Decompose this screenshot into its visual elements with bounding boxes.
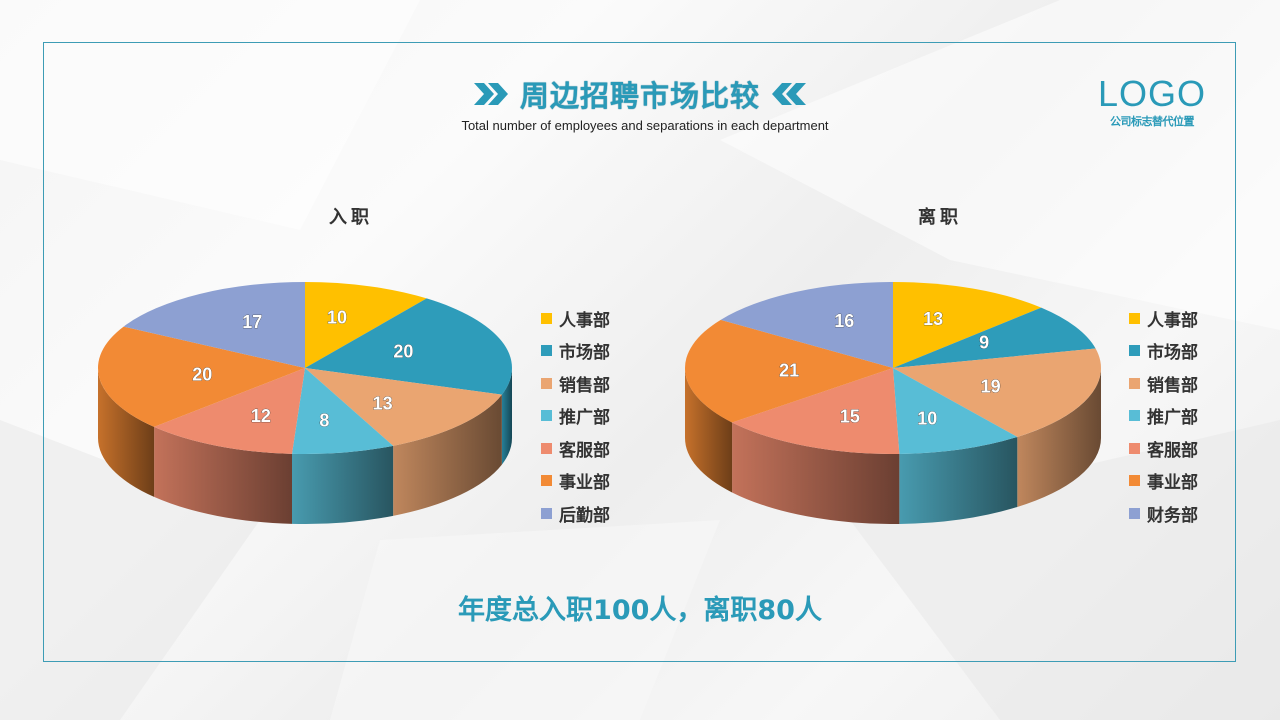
logo-text: LOGO <box>1098 73 1207 114</box>
pie-slice-label: 16 <box>834 311 854 331</box>
pie-slice[interactable] <box>893 348 1102 437</box>
legend-swatch <box>1129 507 1140 519</box>
pie-slice[interactable] <box>98 326 306 427</box>
summary-text: 年度总入职100人，离职80人 <box>458 595 822 626</box>
pie-slice-label: 8 <box>319 410 329 430</box>
pie-slice[interactable] <box>893 307 1096 368</box>
pie-slice[interactable] <box>292 368 394 454</box>
legend-label: 事业部 <box>559 473 610 494</box>
legend-label: 后勤部 <box>559 505 610 526</box>
legend-label: 客服部 <box>559 440 610 461</box>
pie-slice[interactable] <box>305 368 502 446</box>
logo-caption: 公司标志替代位置 <box>1110 115 1195 128</box>
legend-hire: 人事部市场部销售部推广部客服部事业部后勤部 <box>541 302 610 530</box>
legend-label: 推广部 <box>559 408 610 429</box>
legend-label: 市场部 <box>559 343 610 364</box>
legend-item: 销售部 <box>541 367 610 400</box>
pie-slice-side <box>685 368 733 493</box>
legend-label: 市场部 <box>1147 343 1198 364</box>
legend-leave: 人事部市场部销售部推广部客服部事业部财务部 <box>1129 302 1198 530</box>
content-frame <box>43 42 1236 662</box>
pie-slice[interactable] <box>685 319 893 423</box>
pie-slice[interactable] <box>305 282 427 368</box>
pie-slice-label: 10 <box>327 307 347 327</box>
pie-slice-label: 10 <box>917 408 937 428</box>
legend-item: 财务部 <box>1129 497 1198 530</box>
pie-slice[interactable] <box>893 282 1042 368</box>
pie-slice-label: 15 <box>840 407 860 427</box>
pie-slice-side <box>732 422 900 525</box>
legend-item: 人事部 <box>1129 302 1198 335</box>
legend-swatch <box>541 410 552 422</box>
pie-slice-side <box>501 368 512 465</box>
legend-label: 销售部 <box>559 375 610 396</box>
legend-item: 后勤部 <box>541 497 610 530</box>
pie-slice-label: 13 <box>373 393 393 413</box>
legend-swatch <box>1129 475 1140 487</box>
pie-slice-label: 17 <box>242 312 262 332</box>
legend-item: 推广部 <box>1129 400 1198 433</box>
header: 周边招聘市场比较 <box>0 74 1280 114</box>
pie-slice-label: 21 <box>779 360 799 380</box>
legend-item: 事业部 <box>1129 465 1198 498</box>
pie-slice-label: 12 <box>251 406 271 426</box>
legend-swatch <box>541 312 552 324</box>
legend-label: 客服部 <box>1147 440 1198 461</box>
legend-label: 推广部 <box>1147 408 1198 429</box>
legend-label: 事业部 <box>1147 473 1198 494</box>
logo: LOGO 公司标志替代位置 <box>1098 76 1206 129</box>
pie-slice[interactable] <box>720 282 893 368</box>
legend-swatch <box>541 442 552 454</box>
legend-swatch <box>1129 345 1140 357</box>
pie-slice-side <box>154 426 293 524</box>
legend-item: 销售部 <box>1129 367 1198 400</box>
pie-slice-label: 20 <box>192 365 212 385</box>
pie-slice-side <box>1017 368 1102 507</box>
pie-slice-label: 19 <box>981 376 1001 396</box>
legend-item: 客服部 <box>541 432 610 465</box>
chart-title-hire: 入职 <box>329 207 373 228</box>
legend-item: 推广部 <box>541 400 610 433</box>
legend-item: 事业部 <box>541 465 610 498</box>
legend-label: 人事部 <box>559 310 610 331</box>
double-chevron-right-icon <box>473 83 508 105</box>
pie-slice-side <box>899 436 1018 524</box>
pie-slice-side <box>98 368 155 497</box>
chart-title-leave: 离职 <box>918 207 962 228</box>
legend-swatch <box>1129 410 1140 422</box>
legend-label: 销售部 <box>1147 375 1198 396</box>
page-title: 周边招聘市场比较 <box>519 79 760 113</box>
pie-slice-side <box>393 394 502 516</box>
legend-swatch <box>541 377 552 389</box>
legend-item: 市场部 <box>1129 335 1198 368</box>
legend-swatch <box>1129 377 1140 389</box>
legend-label: 财务部 <box>1147 505 1198 526</box>
pie-slice-label: 9 <box>979 332 989 352</box>
pie-slice[interactable] <box>123 282 305 368</box>
page-subtitle: Total number of employees and separation… <box>461 118 829 133</box>
pie-slice-label: 13 <box>923 309 943 329</box>
pie-slice[interactable] <box>154 368 305 454</box>
pie-slice-label: 20 <box>393 342 413 362</box>
legend-item: 客服部 <box>1129 432 1198 465</box>
pie-slice[interactable] <box>305 298 512 395</box>
pie-slice[interactable] <box>893 368 1018 454</box>
legend-swatch <box>541 475 552 487</box>
double-chevron-left-icon <box>772 83 806 105</box>
legend-swatch <box>541 345 552 357</box>
legend-label: 人事部 <box>1147 310 1198 331</box>
legend-item: 人事部 <box>541 302 610 335</box>
legend-swatch <box>1129 442 1140 454</box>
pie-slice[interactable] <box>732 368 900 454</box>
pie-slice-side <box>292 445 394 525</box>
legend-swatch <box>541 507 552 519</box>
legend-item: 市场部 <box>541 335 610 368</box>
legend-swatch <box>1129 312 1140 324</box>
